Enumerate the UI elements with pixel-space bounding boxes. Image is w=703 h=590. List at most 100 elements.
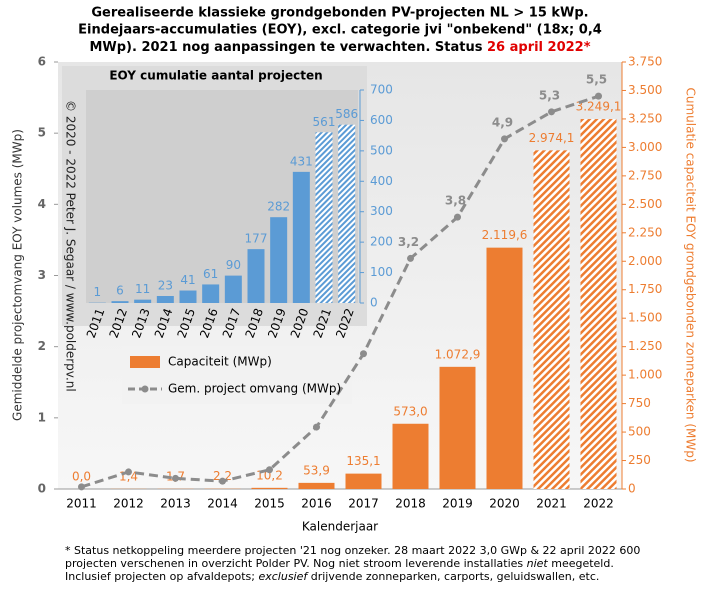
inset-bar <box>247 249 265 303</box>
inset-bar <box>111 301 129 303</box>
line-marker <box>501 135 508 143</box>
y2-tick-label: 2.250 <box>628 225 662 239</box>
line-marker <box>595 92 602 100</box>
inset-tick-label: 100 <box>370 265 393 279</box>
inset-tick-label: 0 <box>370 296 378 310</box>
y2-tick-label: 750 <box>628 396 651 410</box>
line-marker <box>219 477 226 485</box>
inset-tick-label: 400 <box>370 174 393 188</box>
inset-tick-label: 500 <box>370 143 393 157</box>
y-tick-label: 6 <box>38 55 46 69</box>
y2-tick-label: 1.000 <box>628 368 662 382</box>
y2-tick-label: 3.500 <box>628 83 662 97</box>
inset-bar <box>315 132 333 303</box>
inset-bar <box>224 275 242 303</box>
y2-tick-label: 2.750 <box>628 168 662 182</box>
inset-data-label: 561 <box>313 115 336 129</box>
y2-tick-label: 250 <box>628 453 651 467</box>
data-label: 1.072,9 <box>435 347 481 361</box>
data-label: 3,8 <box>445 194 466 208</box>
inset-tick-label: 300 <box>370 204 393 218</box>
y-tick-label: 4 <box>38 197 46 211</box>
footnote: niet <box>527 557 549 570</box>
inset-data-label: 90 <box>226 258 241 272</box>
y2-tick-label: 500 <box>628 425 651 439</box>
line-marker <box>78 483 85 491</box>
inset-data-label: 177 <box>245 232 268 246</box>
legend-label: Capaciteit (MWp) <box>168 355 272 369</box>
x-tick-label: 2016 <box>301 497 332 511</box>
title-line: Gerealiseerde klassieke grondgebonden PV… <box>91 6 588 21</box>
line-marker <box>125 468 132 476</box>
y2-tick-label: 1.500 <box>628 311 662 325</box>
x-tick-label: 2011 <box>66 497 97 511</box>
footnote: projecten verschenen in overzicht Polder… <box>65 557 614 570</box>
x-tick-label: 2017 <box>348 497 379 511</box>
y2-axis-label: Cumulatie capaciteit EOY grondgebonden z… <box>684 87 698 462</box>
line-marker <box>454 213 461 221</box>
inset-data-label: 586 <box>335 107 358 121</box>
inset-title: EOY cumulatie aantal projecten <box>109 69 322 83</box>
inset-data-label: 23 <box>158 279 173 293</box>
footnote: Inclusief projecten op afvaldepots; <box>65 570 258 583</box>
footnote: drijvende zonneparken, carports, geluids… <box>307 570 599 583</box>
bar <box>392 423 429 489</box>
y2-tick-label: 1.750 <box>628 282 662 296</box>
footnote: * Status netkoppeling meerdere projecten… <box>65 544 640 557</box>
y2-tick-label: 0 <box>628 482 636 496</box>
inset-bar <box>338 124 356 303</box>
data-label: 5,5 <box>586 73 607 87</box>
inset-bar <box>134 299 152 303</box>
legend-swatch <box>130 356 160 368</box>
line-marker <box>548 108 555 116</box>
footnote: * Status netkoppeling meerdere projecten… <box>65 544 640 557</box>
data-label: 2.974,1 <box>529 131 575 145</box>
bar <box>345 473 382 489</box>
x-tick-label: 2022 <box>583 497 614 511</box>
bar <box>533 150 570 489</box>
line-marker <box>313 423 320 431</box>
y2-tick-label: 2.000 <box>628 254 662 268</box>
data-label: 3,2 <box>398 235 419 249</box>
y2-tick-label: 1.250 <box>628 339 662 353</box>
inset-bar <box>270 217 288 303</box>
inset-tick-label: 600 <box>370 113 393 127</box>
watermark: © 2020 - 2022 Peter J. Segaar / www.pold… <box>64 100 78 392</box>
inset-data-label: 41 <box>180 273 195 287</box>
inset-tick-label: 200 <box>370 235 393 249</box>
line-marker <box>360 350 367 358</box>
data-label: 53,9 <box>303 463 330 477</box>
inset-bar <box>292 171 310 303</box>
inset-data-label: 61 <box>203 267 218 281</box>
y-tick-label: 0 <box>38 482 46 496</box>
bar <box>298 482 335 489</box>
footnote: meegeteld. <box>548 557 614 570</box>
inset-data-label: 11 <box>135 282 150 296</box>
y2-tick-label: 2.500 <box>628 197 662 211</box>
inset-bar <box>179 290 197 303</box>
x-axis-label: Kalenderjaar <box>302 520 378 534</box>
line-marker <box>407 254 414 262</box>
bar <box>486 247 523 489</box>
y2-tick-label: 3.750 <box>628 55 662 69</box>
footnote: exclusief <box>258 570 309 583</box>
x-tick-label: 2020 <box>489 497 520 511</box>
x-tick-label: 2015 <box>254 497 285 511</box>
bar <box>439 366 476 489</box>
data-label: 5,3 <box>539 88 560 102</box>
legend-box <box>122 346 352 404</box>
x-tick-label: 2012 <box>113 497 144 511</box>
y-tick-label: 1 <box>38 410 46 424</box>
x-tick-label: 2013 <box>160 497 191 511</box>
data-label: 0,0 <box>72 470 91 484</box>
data-label: 2.119,6 <box>482 228 528 242</box>
y-tick-label: 5 <box>38 126 46 140</box>
title-date: 26 april 2022* <box>487 40 591 55</box>
inset-bar <box>156 296 174 303</box>
bar <box>251 487 288 489</box>
data-label: 135,1 <box>346 454 380 468</box>
footnote: Inclusief projecten op afvaldepots; excl… <box>65 570 599 583</box>
data-label: 573,0 <box>393 404 427 418</box>
line-marker <box>172 474 179 482</box>
